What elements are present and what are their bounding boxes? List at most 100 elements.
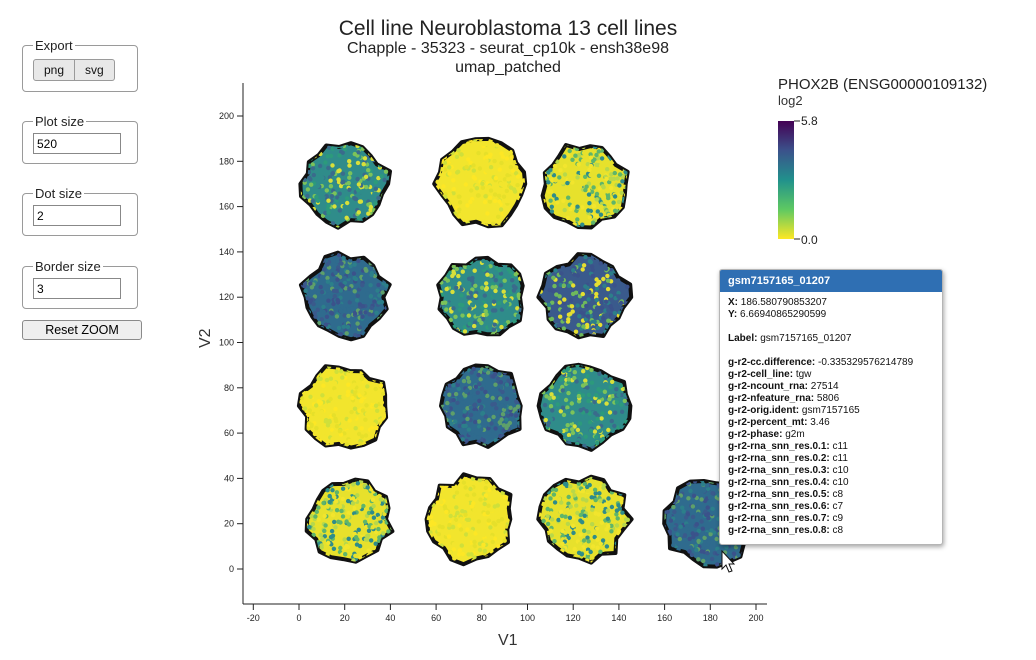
tooltip-value: 3.46 bbox=[810, 417, 830, 428]
tooltip-key: g-r2-orig.ident: bbox=[728, 405, 800, 416]
x-tick-label: 60 bbox=[431, 613, 441, 623]
umap-cluster[interactable] bbox=[296, 364, 389, 450]
x-tick-label: 140 bbox=[611, 613, 626, 623]
y-tick-label: 40 bbox=[224, 473, 234, 483]
export-group: Export png svg bbox=[22, 38, 138, 92]
tooltip-key: g-r2-rna_snn_res.0.5: bbox=[728, 489, 830, 500]
tooltip-field-row: g-r2-ncount_rna: 27514 bbox=[728, 381, 934, 393]
plot-size-legend: Plot size bbox=[35, 114, 85, 129]
export-png-button[interactable]: png bbox=[33, 59, 76, 81]
x-tick-label: 200 bbox=[748, 613, 763, 623]
tooltip-value: 27514 bbox=[810, 381, 839, 392]
y-tick-label: 100 bbox=[219, 338, 234, 348]
tooltip-key: X: bbox=[728, 297, 738, 308]
tooltip-value: c8 bbox=[832, 525, 844, 536]
tooltip-value: c7 bbox=[832, 501, 844, 512]
tooltip-key: g-r2-nfeature_rna: bbox=[728, 393, 815, 404]
y-tick-label: 0 bbox=[229, 564, 234, 574]
tooltip-value: 6.66940865290599 bbox=[740, 309, 827, 320]
tooltip-field-row: g-r2-rna_snn_res.0.1: c11 bbox=[728, 441, 934, 453]
export-svg-button[interactable]: svg bbox=[75, 59, 115, 81]
y-tick-label: 180 bbox=[219, 156, 234, 166]
tooltip-value: c10 bbox=[832, 465, 849, 476]
plot-size-group: Plot size bbox=[22, 114, 138, 164]
tooltip-key: g-r2-percent_mt: bbox=[728, 417, 808, 428]
tooltip-field-row: g-r2-phase: g2m bbox=[728, 429, 934, 441]
tooltip-key: g-r2-cell_line: bbox=[728, 369, 794, 380]
border-size-group: Border size bbox=[22, 259, 138, 309]
reset-zoom-button[interactable]: Reset ZOOM bbox=[22, 320, 142, 340]
plot-title: Cell line Neuroblastoma 13 cell lines bbox=[338, 17, 678, 40]
tooltip-key: g-r2-rna_snn_res.0.6: bbox=[728, 501, 830, 512]
tooltip-value: c9 bbox=[832, 513, 844, 524]
tooltip-field-row: g-r2-rna_snn_res.0.7: c9 bbox=[728, 513, 934, 525]
tooltip-value: c10 bbox=[832, 477, 849, 488]
tooltip-key: g-r2-rna_snn_res.0.3: bbox=[728, 465, 830, 476]
x-tick-label: 40 bbox=[385, 613, 395, 623]
x-tick-label: 100 bbox=[520, 613, 535, 623]
tooltip-field-row: g-r2-rna_snn_res.0.8: c8 bbox=[728, 525, 934, 537]
plot-axes: -20 0 20 40 60 80 100 120 140 160 180 200 0 20 40 60 80 1… bbox=[219, 83, 767, 623]
tooltip-key: Y: bbox=[728, 309, 738, 320]
legend-unit: log2 bbox=[778, 93, 803, 108]
x-tick-label: 0 bbox=[296, 613, 301, 623]
plot-subtitle-2: umap_patched bbox=[455, 59, 561, 76]
y-tick-label: 140 bbox=[219, 247, 234, 257]
x-tick-label: 20 bbox=[340, 613, 350, 623]
cluster-dots bbox=[306, 479, 393, 562]
tooltip-x-row: X: 186.580790853207 bbox=[728, 297, 934, 309]
umap-clusters bbox=[296, 136, 758, 569]
plot-size-input[interactable] bbox=[33, 133, 121, 154]
tooltip-key: g-r2-cc.difference: bbox=[728, 357, 816, 368]
tooltip-value: gsm7157165_01207 bbox=[760, 333, 852, 344]
tooltip-key: g-r2-rna_snn_res.0.8: bbox=[728, 525, 830, 536]
dot-size-input[interactable] bbox=[33, 205, 121, 226]
colorbar-max-label: 5.8 bbox=[801, 114, 818, 128]
tooltip-key: Label: bbox=[728, 333, 758, 344]
dot-size-group: Dot size bbox=[22, 186, 138, 236]
tooltip-header: gsm7157165_01207 bbox=[720, 270, 942, 292]
x-tick-label: 80 bbox=[477, 613, 487, 623]
tooltip-value: 186.580790853207 bbox=[740, 297, 827, 308]
tooltip-body: X: 186.580790853207 Y: 6.66940865290599 … bbox=[720, 292, 942, 542]
y-tick-label: 80 bbox=[224, 383, 234, 393]
tooltip-field-row: g-r2-cc.difference: -0.335329576214789 bbox=[728, 357, 934, 369]
plot-subtitle: Chapple - 35323 - seurat_cp10k - ensh38e… bbox=[347, 40, 669, 57]
border-size-input[interactable] bbox=[33, 278, 121, 299]
tooltip-value: -0.335329576214789 bbox=[818, 357, 914, 368]
tooltip-field-row: g-r2-rna_snn_res.0.3: c10 bbox=[728, 465, 934, 477]
cluster-dots bbox=[299, 366, 387, 448]
tooltip-field-row: g-r2-nfeature_rna: 5806 bbox=[728, 393, 934, 405]
tooltip-value: c11 bbox=[832, 441, 848, 452]
dot-size-legend: Dot size bbox=[35, 186, 82, 201]
tooltip-field-row: g-r2-rna_snn_res.0.2: c11 bbox=[728, 453, 934, 465]
tooltip-y-row: Y: 6.66940865290599 bbox=[728, 309, 934, 321]
tooltip-field-row: g-r2-cell_line: tgw bbox=[728, 369, 934, 381]
colorbar-gradient bbox=[778, 121, 794, 239]
export-buttons: png svg bbox=[33, 59, 127, 81]
tooltip-value: c8 bbox=[832, 489, 844, 500]
y-axis-label: V2 bbox=[197, 328, 214, 348]
tooltip-value: 5806 bbox=[816, 393, 840, 404]
tooltip-key: g-r2-ncount_rna: bbox=[728, 381, 808, 392]
x-tick-label: -20 bbox=[247, 613, 260, 623]
export-legend: Export bbox=[35, 38, 73, 53]
tooltip-fields: g-r2-cc.difference: -0.335329576214789 g-… bbox=[728, 357, 934, 537]
tooltip-field-row: g-r2-orig.ident: gsm7157165 bbox=[728, 405, 934, 417]
tooltip-key: g-r2-rna_snn_res.0.4: bbox=[728, 477, 830, 488]
mouse-pointer-icon bbox=[721, 549, 736, 573]
y-tick-label: 60 bbox=[224, 428, 234, 438]
legend-title: PHOX2B (ENSG00000109132) bbox=[778, 76, 988, 93]
tooltip-label-row: Label: gsm7157165_01207 bbox=[728, 333, 934, 345]
x-tick-label: 180 bbox=[703, 613, 718, 623]
y-tick-label: 160 bbox=[219, 202, 234, 212]
tooltip-value: c11 bbox=[832, 453, 848, 464]
x-tick-label: 160 bbox=[657, 613, 672, 623]
x-axis-label: V1 bbox=[498, 632, 518, 649]
tooltip-key: g-r2-phase: bbox=[728, 429, 783, 440]
tooltip-value: tgw bbox=[795, 369, 812, 380]
colorbar: 5.8 0.0 bbox=[778, 114, 818, 247]
cell-tooltip: gsm7157165_01207 X: 186.580790853207 Y: … bbox=[719, 269, 943, 545]
tooltip-field-row: g-r2-rna_snn_res.0.6: c7 bbox=[728, 501, 934, 513]
